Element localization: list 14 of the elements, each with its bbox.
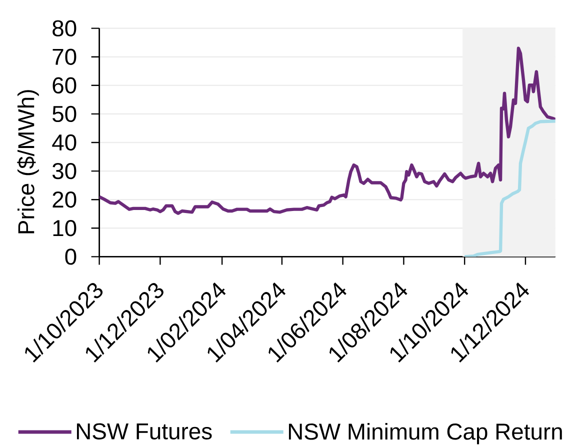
y-tick-label: 60	[52, 77, 76, 94]
y-tick-label: 10	[53, 220, 76, 236]
y-tick-label: 70	[52, 48, 76, 65]
y-tick-label: 0	[65, 248, 76, 265]
y-tick-label: 50	[52, 106, 76, 122]
line-series	[99, 46, 556, 215]
y-axis-title: Price ($/MWh)	[17, 90, 39, 234]
y-tick-label: 20	[52, 191, 76, 208]
legend-label: NSW Minimum Cap Return	[288, 422, 562, 444]
legend-label: NSW Futures	[76, 423, 212, 440]
line-series	[462, 119, 556, 257]
y-tick-label: 40	[52, 134, 76, 151]
y-tick-label: 30	[52, 162, 76, 180]
y-tick-label: 80	[52, 20, 76, 36]
